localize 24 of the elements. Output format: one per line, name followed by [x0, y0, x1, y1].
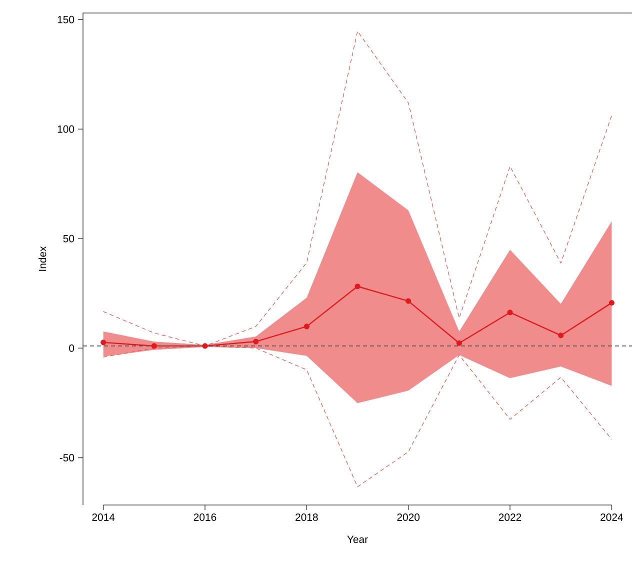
y-tick-label: 0	[69, 344, 74, 352]
x-tick-label: 2020	[397, 514, 420, 521]
point	[354, 284, 360, 290]
x-tick-label: 2016	[194, 514, 216, 521]
point	[608, 300, 614, 306]
point	[100, 340, 106, 346]
point	[151, 343, 157, 349]
y-axis-title: Index	[38, 246, 46, 271]
y-tick-label: -50	[60, 454, 74, 462]
y-tick-label: 150	[58, 16, 74, 24]
x-tick-label: 2014	[92, 514, 115, 521]
x-tick-label: 2024	[600, 514, 623, 521]
x-tick-label: 2022	[498, 514, 522, 521]
x-axis-title: Year	[347, 536, 368, 544]
y-tick-label: 50	[63, 234, 74, 242]
point	[406, 298, 412, 304]
point	[253, 338, 259, 344]
y-tick-label: 100	[58, 125, 74, 133]
point	[558, 332, 564, 338]
point	[202, 343, 208, 349]
x-tick-label: 2018	[296, 514, 318, 521]
point	[456, 340, 462, 346]
point	[304, 324, 310, 330]
point	[507, 310, 513, 316]
